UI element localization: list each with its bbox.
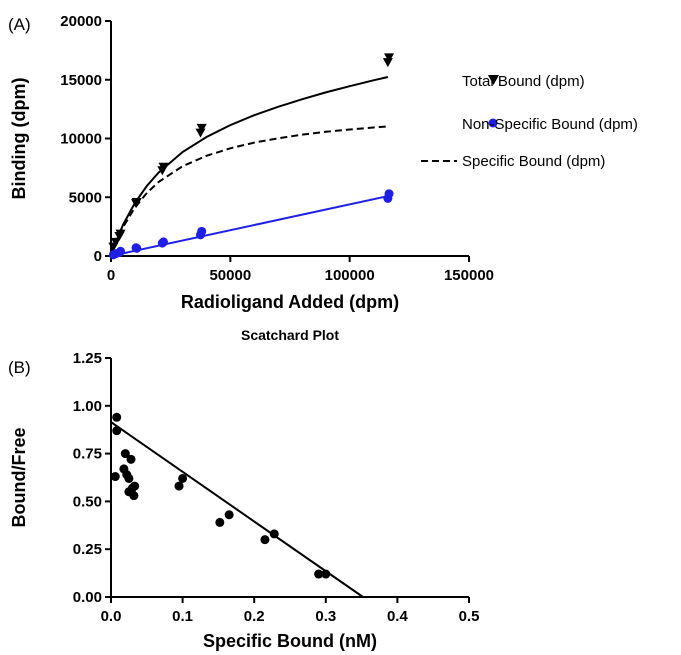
series-point <box>178 473 188 483</box>
y-axis-label: Binding (dpm) <box>9 78 29 200</box>
series-point <box>110 472 120 482</box>
series-point <box>120 449 130 459</box>
y-axis-label: Bound/Free <box>9 427 29 527</box>
series-point <box>269 529 279 539</box>
x-tick-label: 0.4 <box>387 608 409 625</box>
x-axis-label: Specific Bound (nM) <box>203 631 377 651</box>
non-specific-bound-dpm-point <box>116 246 126 256</box>
non-specific-bound-dpm-point <box>384 189 394 199</box>
series-point <box>314 569 324 579</box>
x-tick-label: 0 <box>107 267 115 284</box>
series-point <box>112 426 122 436</box>
total-bound-dpm-point <box>115 229 126 239</box>
x-tick-label: 0.0 <box>101 608 122 625</box>
x-tick-label: 100000 <box>325 267 375 284</box>
series-point <box>215 517 225 527</box>
series-point <box>126 454 136 464</box>
x-tick-label: 50000 <box>209 267 251 284</box>
specific-bound-dpm-line <box>110 125 388 257</box>
scatchard-chart: 0.0 0.1 0.2 0.3 0.4 0.5 0.00 0.25 0.50 0.75 1.00 1.… <box>9 327 479 651</box>
x-tick-label: 0.5 <box>459 608 480 625</box>
y-tick-label: 20000 <box>60 13 102 30</box>
y-tick-label: 5000 <box>69 189 102 206</box>
total-bound-dpm-point <box>382 58 393 68</box>
x-tick-label: 150000 <box>444 267 494 284</box>
series-point <box>260 535 270 545</box>
series-point <box>124 473 134 483</box>
legend-total-bound-marker <box>488 75 499 85</box>
x-tick-label: 0.1 <box>172 608 193 625</box>
y-tick-label: 0.50 <box>73 493 102 510</box>
series-point <box>130 481 140 491</box>
y-tick-label: 1.00 <box>73 398 102 415</box>
legend-total-bound-label: Total Bound (dpm) <box>462 73 585 90</box>
chart-title: Scatchard Plot <box>241 327 339 343</box>
non-specific-bound-dpm-fit-line <box>110 195 389 257</box>
non-specific-bound-dpm-point <box>132 243 142 253</box>
total-bound-dpm-point <box>131 197 142 207</box>
total-bound-dpm-point <box>384 53 395 63</box>
series-point <box>224 510 234 520</box>
x-axis-label: Radioligand Added (dpm) <box>181 292 399 312</box>
total-bound-dpm-point <box>195 128 206 138</box>
binding-chart: 0 50000 100000 150000 0 5000 10000 15000 20000 Ra… <box>9 13 638 312</box>
y-tick-label: 0 <box>94 248 102 265</box>
series-point <box>112 412 122 422</box>
y-tick-label: 0.00 <box>73 589 102 606</box>
total-bound-dpm-point <box>158 162 169 172</box>
y-tick-label: 0.75 <box>73 446 102 463</box>
non-specific-bound-dpm-point <box>197 226 207 236</box>
legend-non-specific-bound-marker <box>488 118 498 128</box>
series-point <box>129 491 139 501</box>
y-tick-label: 1.25 <box>73 350 102 367</box>
y-tick-label: 0.25 <box>73 541 102 558</box>
panel-a-label: (A) <box>8 15 31 34</box>
linear-fit-line <box>110 421 364 598</box>
y-tick-label: 10000 <box>60 131 102 148</box>
total-bound-dpm-point <box>110 237 121 247</box>
legend-non-specific-bound-label: Non-Specific Bound (dpm) <box>462 116 638 133</box>
y-tick-label: 15000 <box>60 72 102 89</box>
panel-b-label: (B) <box>8 358 31 377</box>
total-bound-dpm-fit-line <box>110 76 389 257</box>
non-specific-bound-dpm-point <box>159 237 169 247</box>
series-point <box>174 481 184 491</box>
series-point <box>321 569 331 579</box>
legend-specific-bound-label: Specific Bound (dpm) <box>462 153 605 170</box>
x-tick-label: 0.3 <box>315 608 336 625</box>
total-bound-dpm-point <box>196 123 207 133</box>
x-tick-label: 0.2 <box>244 608 265 625</box>
